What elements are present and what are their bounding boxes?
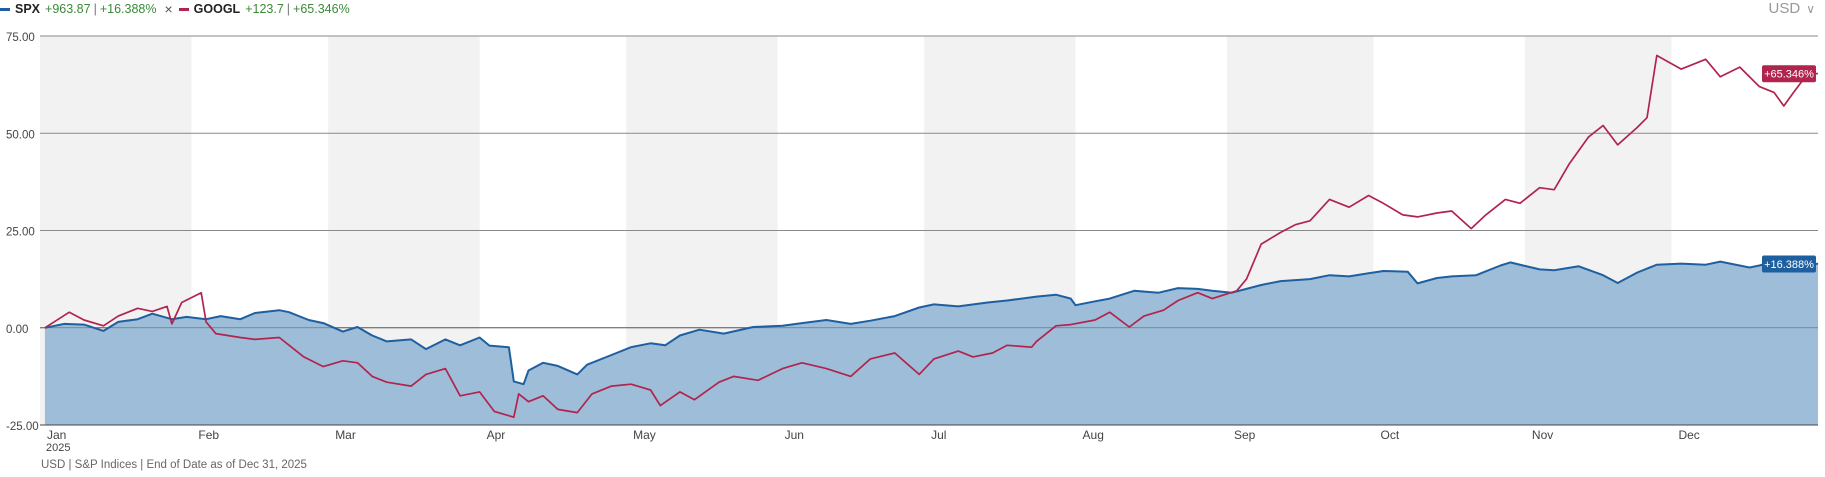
googl-legend-swatch (178, 7, 189, 11)
googl-legend-symbol[interactable]: GOOGL (193, 2, 241, 16)
y-tick-label: 0.00 (6, 324, 28, 336)
spx-area (44, 258, 1818, 425)
x-tick-label: Mar (335, 428, 356, 442)
googl-end-badge (1762, 65, 1816, 83)
y-tick-label: 25.00 (6, 227, 35, 239)
googl-end-label: +65.346% (1764, 69, 1814, 81)
x-year-label: 2025 (46, 442, 70, 454)
y-tick-label: 50.00 (6, 129, 35, 141)
googl-legend-pct: +65.346% (293, 2, 350, 16)
legend-separator: | (93, 2, 97, 16)
x-tick-label: Jul (931, 428, 946, 442)
legend: SPX +963.87 | +16.388% × GOOGL +123.7 | … (0, 0, 350, 18)
x-tick-label: Dec (1678, 428, 1699, 442)
x-tick-label: Sep (1234, 428, 1256, 442)
x-tick-label: Feb (198, 428, 219, 442)
googl-legend-value: +123.7 (245, 2, 284, 16)
currency-selector[interactable]: USD ∨ (1769, 0, 1815, 17)
footnote: USD | S&P Indices | End of Date as of De… (41, 459, 307, 471)
googl-line (44, 54, 1819, 419)
x-tick-label: Nov (1532, 428, 1553, 442)
spx-legend-pct: +16.388% (99, 2, 157, 16)
x-tick-label: Oct (1381, 428, 1400, 442)
spx-legend-swatch (0, 7, 10, 11)
legend-separator: | (286, 2, 291, 16)
spx-end-label: +16.388% (1764, 259, 1814, 271)
close-icon[interactable]: × (164, 1, 173, 17)
x-tick-label: Jun (785, 428, 804, 442)
x-tick-label: May (633, 428, 656, 442)
currency-label: USD (1768, 0, 1801, 17)
x-tick-label: Apr (487, 428, 506, 442)
chevron-down-icon: ∨ (1806, 2, 1815, 16)
x-tick-label: Jan (47, 428, 66, 442)
spx-line (44, 257, 1819, 386)
y-tick-label: 75.00 (6, 32, 35, 44)
spx-legend-value: +963.87 (45, 2, 91, 16)
spx-end-badge (1762, 255, 1816, 273)
x-tick-label: Aug (1083, 428, 1104, 442)
spx-legend-symbol[interactable]: SPX (15, 2, 41, 16)
y-tick-label: -25.00 (6, 421, 39, 433)
